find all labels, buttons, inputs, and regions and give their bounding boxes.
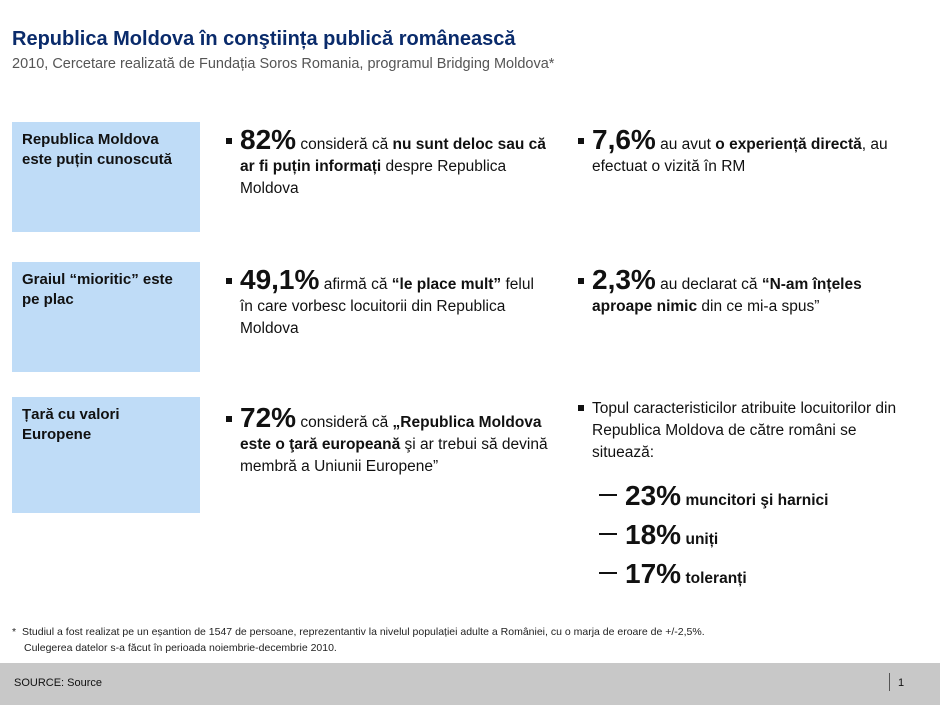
footer-divider: [889, 673, 890, 691]
characteristic-label: muncitori şi harnici: [685, 492, 829, 509]
stat-text: felul în care vorbesc locuitorii din Rep…: [240, 276, 534, 337]
stat-text: consideră că: [296, 136, 393, 153]
statement-49-1-percent: 49,1% afirmă că “le place mult” felul în…: [226, 266, 546, 340]
characteristic-label: toleranți: [685, 570, 747, 587]
stat-text: , au efectuat o vizită în RM: [592, 136, 888, 175]
footnote: * Studiul a fost realizat pe un eșantion …: [12, 624, 705, 657]
stat-emphasis: “N-am înțeles aproape nimic: [592, 276, 862, 315]
characteristic-percent: 18%: [625, 519, 682, 550]
footnote-line: Culegerea datelor s-a făcut în perioada …: [24, 642, 337, 655]
stat-text: din ce mi-a spus”: [697, 298, 820, 315]
bullet-square-icon: [226, 416, 232, 422]
stat-emphasis: o experiență directă: [715, 136, 862, 153]
statement-2-3-percent: 2,3% au declarat că “N-am înțeles aproap…: [578, 266, 918, 318]
characteristic-item: 17% toleranți: [599, 560, 747, 588]
stat-percent: 7,6%: [592, 124, 656, 155]
stat-text: şi ar trebui să devină membră a Uniunii …: [240, 436, 548, 475]
statement-82-percent: 82% consideră că nu sunt deloc sau că ar…: [226, 126, 546, 200]
characteristic-item: 23% muncitori şi harnici: [599, 482, 828, 510]
characteristic-label: uniți: [685, 531, 719, 548]
page-title: Republica Moldova în conştiința publică …: [12, 28, 516, 50]
statement-top-characteristics: Topul caracteristicilor atribuite locuit…: [578, 398, 918, 464]
bullet-square-icon: [578, 405, 584, 411]
characteristic-item: 18% uniți: [599, 521, 718, 549]
stat-text: afirmă că: [319, 276, 392, 293]
stat-text: despre Republica Moldova: [240, 158, 507, 197]
stat-emphasis: nu sunt deloc sau că ar fi puțin informa…: [240, 136, 546, 175]
stat-percent: 49,1%: [240, 264, 320, 295]
stat-percent: 2,3%: [592, 264, 656, 295]
footnote-line: Studiul a fost realizat pe un eșantion d…: [22, 626, 705, 638]
row-label-awareness: Republica Moldova este puțin cunoscută: [12, 122, 200, 232]
stat-emphasis: „Republica Moldova este o ţară europeană: [240, 414, 542, 453]
dash-icon: [599, 532, 617, 535]
bullet-square-icon: [226, 278, 232, 284]
bullet-square-icon: [578, 138, 584, 144]
characteristic-percent: 23%: [625, 480, 682, 511]
page-number: 1: [898, 677, 905, 689]
stat-text: consideră că: [296, 414, 393, 431]
statement-72-percent: 72% consideră că „Republica Moldova este…: [226, 404, 556, 478]
footnote-star: *: [12, 626, 17, 638]
stat-text: au declarat că: [655, 276, 762, 293]
characteristic-percent: 17%: [625, 558, 682, 589]
stat-percent: 72%: [240, 402, 297, 433]
statement-7-6-percent: 7,6% au avut o experiență directă, au ef…: [578, 126, 918, 178]
characteristics-intro: Topul caracteristicilor atribuite locuit…: [592, 400, 897, 461]
row-label-european-values: Țară cu valori Europene: [12, 397, 200, 513]
page-subtitle: 2010, Cercetare realizată de Fundația So…: [12, 56, 555, 72]
footer-bar: SOURCE: Source 1: [0, 663, 940, 705]
bullet-square-icon: [226, 138, 232, 144]
dash-icon: [599, 493, 617, 496]
stat-text: au avut: [655, 136, 716, 153]
source-text: SOURCE: Source: [14, 677, 103, 689]
stat-emphasis: “le place mult”: [391, 276, 502, 293]
bullet-square-icon: [578, 278, 584, 284]
dash-icon: [599, 571, 617, 574]
row-label-dialect: Graiul “mioritic” este pe plac: [12, 262, 200, 372]
stat-percent: 82%: [240, 124, 297, 155]
